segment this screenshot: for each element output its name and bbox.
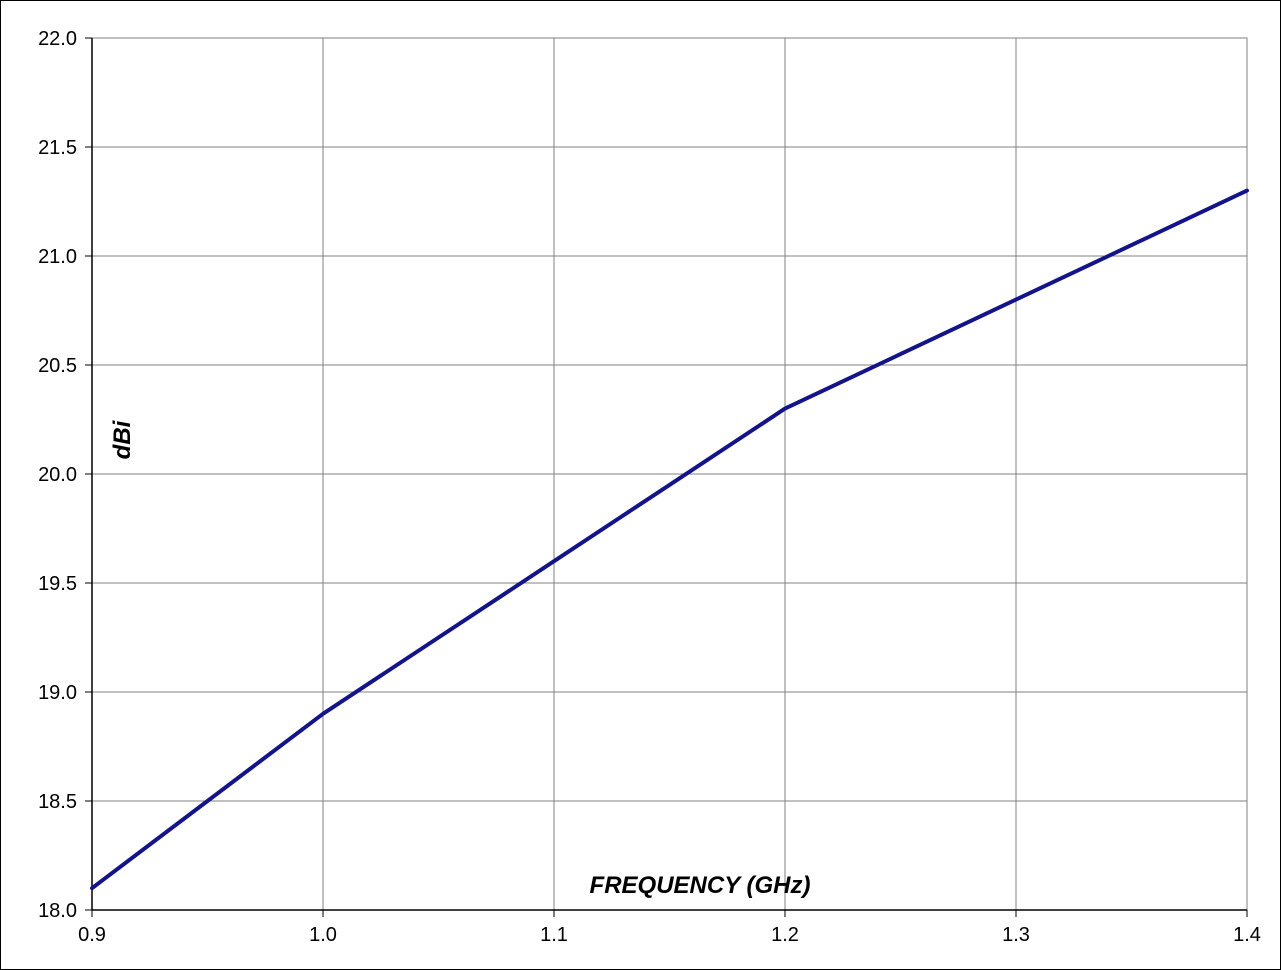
- y-tick-label: 19.0: [38, 682, 77, 704]
- x-tick-label: 1.3: [1002, 924, 1030, 946]
- ticks: [85, 37, 1248, 917]
- x-tick-label: 0.9: [78, 924, 106, 946]
- tick-labels: 0.9 1.0 1.1 1.2 1.3 1.4 18.0 18.5 19.0 19.5 20.0 20…: [38, 28, 1261, 946]
- x-tick-label: 1.1: [540, 924, 568, 946]
- y-tick-label: 18.0: [38, 900, 77, 922]
- y-axis-title: dBi: [109, 419, 136, 459]
- series-group: [90, 188, 1249, 891]
- y-tick-label: 22.0: [38, 28, 77, 50]
- grid: [92, 38, 1247, 910]
- y-tick-label: 20.5: [38, 355, 77, 377]
- y-tick-label: 18.5: [38, 791, 77, 813]
- y-tick-label: 20.0: [38, 464, 77, 486]
- x-tick-label: 1.0: [309, 924, 337, 946]
- x-tick-label: 1.2: [771, 924, 799, 946]
- y-tick-label: 21.0: [38, 246, 77, 268]
- y-tick-label: 19.5: [38, 573, 77, 595]
- series-line-0: [90, 188, 1249, 891]
- x-tick-label: 1.4: [1233, 924, 1261, 946]
- x-axis-title: FREQUENCY (GHz): [590, 872, 811, 899]
- y-tick-label: 21.5: [38, 137, 77, 159]
